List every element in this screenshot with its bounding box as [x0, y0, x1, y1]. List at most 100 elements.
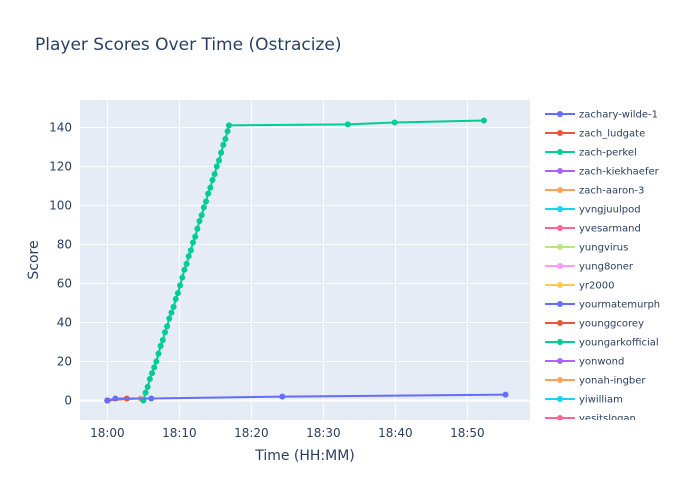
legend-label: yungvirus [579, 243, 628, 254]
legend-label: yr2000 [579, 281, 614, 292]
legend-label: zachary-wilde-1 [579, 110, 658, 121]
data-point [213, 163, 220, 170]
legend-item[interactable]: yvesarmand [545, 224, 641, 235]
data-point [196, 217, 203, 224]
legend-item[interactable]: younggcorey [545, 319, 644, 330]
data-point [177, 282, 184, 289]
legend-item[interactable]: zach_ludgate [545, 129, 645, 140]
legend-label: zach_ludgate [579, 129, 645, 140]
legend-marker [557, 282, 563, 288]
legend-marker [557, 377, 563, 383]
data-point [153, 358, 160, 365]
y-tick-label: 120 [49, 159, 72, 173]
data-point [192, 233, 199, 240]
data-point [211, 171, 218, 178]
y-tick-labels: 0 20 40 60 80 100 120 140 [49, 120, 72, 407]
data-point [391, 119, 398, 126]
x-tick-label: 18:40 [378, 426, 413, 440]
data-point [142, 389, 149, 396]
data-point [144, 383, 151, 390]
legend-label: yonah-ingber [579, 376, 646, 387]
y-tick-label: 20 [57, 354, 72, 368]
legend-item[interactable]: yesitslogan [545, 414, 636, 425]
legend-item[interactable]: yiwilliam [545, 395, 623, 406]
legend-marker [557, 358, 563, 364]
data-point [220, 141, 227, 148]
legend-item[interactable]: yungvirus [545, 243, 628, 254]
legend-item[interactable]: zach-perkel [545, 148, 637, 159]
x-tick-label: 18:30 [306, 426, 341, 440]
legend-marker [557, 320, 563, 326]
legend-label: youngarkofficial [579, 338, 659, 349]
data-point [183, 260, 190, 267]
y-axis-label: Score [26, 240, 42, 279]
data-point [151, 364, 158, 371]
series-group [104, 117, 509, 404]
legend-item[interactable]: youngarkofficial [545, 338, 659, 349]
legend-marker [557, 206, 563, 212]
data-point [161, 329, 168, 336]
data-point [198, 212, 205, 219]
data-point [279, 393, 286, 400]
legend-label: yonwond [579, 357, 624, 368]
data-point [157, 342, 164, 349]
legend-item[interactable]: yvngjuulpod [545, 205, 641, 216]
data-point [190, 239, 197, 246]
legend-label: zach-perkel [579, 148, 637, 159]
legend-marker [557, 396, 563, 402]
legend-label: zach-kiekhaefer [579, 167, 660, 178]
legend-label: younggcorey [579, 319, 644, 330]
data-point [159, 337, 166, 343]
y-tick-label: 80 [57, 237, 72, 251]
data-point [170, 303, 177, 310]
data-point [226, 122, 233, 129]
legend-marker [557, 111, 563, 117]
legend-item[interactable]: yonwond [545, 357, 624, 368]
x-tick-label: 18:20 [234, 426, 269, 440]
legend-marker [557, 130, 563, 136]
data-point [187, 247, 194, 254]
data-point [194, 225, 201, 232]
data-point [205, 190, 212, 197]
legend-item[interactable]: yr2000 [545, 281, 614, 292]
legend-item[interactable]: yourmatemurph [545, 300, 660, 311]
x-tick-label: 18:10 [162, 426, 197, 440]
data-point [344, 121, 351, 128]
y-tick-label: 0 [64, 393, 72, 407]
legend-label: yvesarmand [579, 224, 641, 235]
legend-marker [557, 187, 563, 193]
data-point [480, 117, 487, 124]
data-point [166, 315, 173, 322]
x-tick-label: 18:50 [450, 426, 485, 440]
series-zach-perkel [140, 117, 487, 404]
x-tick-labels: 18:00 18:10 18:20 18:30 18:40 18:50 [90, 426, 485, 440]
legend-label: yiwilliam [579, 395, 623, 406]
legend-label: zach-aaron-3 [579, 186, 644, 197]
legend-marker [557, 263, 563, 269]
data-point [148, 395, 155, 402]
data-point [207, 184, 214, 191]
data-point [146, 376, 153, 383]
data-point [181, 266, 188, 273]
data-point [215, 157, 222, 164]
data-point [172, 296, 179, 303]
data-point [502, 391, 509, 398]
x-axis-label: Time (HH:MM) [254, 448, 355, 464]
legend-item[interactable]: zach-aaron-3 [545, 186, 644, 197]
data-point [104, 397, 111, 404]
legend-marker [557, 415, 563, 420]
legend-item[interactable]: zach-kiekhaefer [545, 167, 660, 178]
legend[interactable]: zachary-wilde-1 zach_ludgate zach-perkel za… [545, 110, 660, 425]
data-point [168, 309, 175, 316]
legend-marker [557, 244, 563, 250]
legend-label: yourmatemurph [579, 300, 660, 311]
legend-item[interactable]: zachary-wilde-1 [545, 110, 658, 121]
data-point [112, 395, 119, 402]
data-point [222, 136, 229, 143]
data-point [174, 290, 181, 297]
legend-label: yvngjuulpod [579, 205, 641, 216]
legend-item[interactable]: yonah-ingber [545, 376, 646, 387]
legend-item[interactable]: yung8oner [545, 262, 634, 273]
data-point [155, 350, 162, 357]
data-point [203, 198, 209, 205]
